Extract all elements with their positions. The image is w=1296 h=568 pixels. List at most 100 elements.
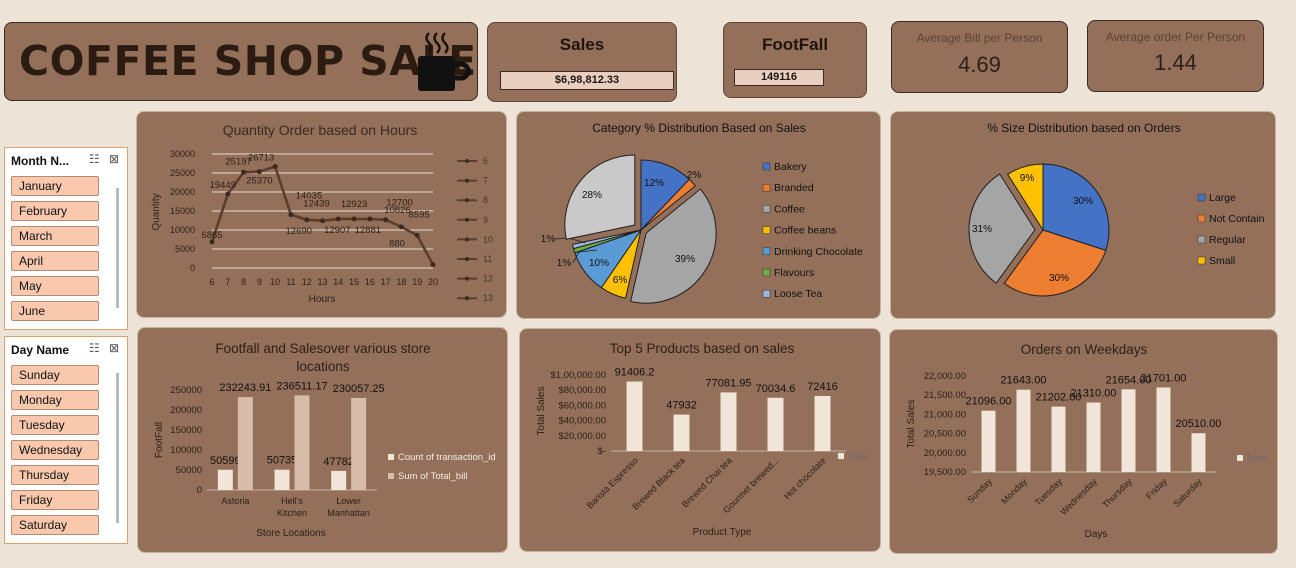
slicer-item-wednesday[interactable]: Wednesday: [11, 440, 99, 460]
x-tick-label: 20: [428, 277, 438, 287]
day-slicer-scrollbar[interactable]: [116, 373, 119, 523]
chart-title: Quantity Order based on Hours: [223, 122, 418, 138]
slicer-item-april[interactable]: April: [11, 251, 99, 271]
slicer-item-saturday[interactable]: Saturday: [11, 515, 99, 535]
slicer-item-may[interactable]: May: [11, 276, 99, 296]
y-axis-label: FootFall: [154, 422, 165, 458]
data-point: [272, 163, 278, 169]
slicer-item-march[interactable]: March: [11, 226, 99, 246]
footfall-value: 149116: [734, 69, 824, 86]
legend-swatch: [838, 453, 844, 459]
slicer-item-monday[interactable]: Monday: [11, 390, 99, 410]
legend-label: Branded: [774, 182, 814, 194]
legend-swatch: [1197, 235, 1206, 244]
data-label: 70034.6: [756, 383, 796, 395]
data-label: 21310.00: [1071, 387, 1117, 399]
legend-label: Bakery: [774, 161, 807, 173]
data-label: 25370: [246, 176, 272, 187]
data-label: 21643.00: [1001, 375, 1047, 387]
bar: [767, 397, 784, 451]
pie-slice-not-contain: [1003, 229, 1107, 297]
bar: [1156, 387, 1171, 472]
chart-title: Orders on Weekdays: [1021, 342, 1148, 357]
multi-select-icon[interactable]: ☷: [88, 341, 100, 355]
data-label: 72416: [807, 381, 838, 393]
x-axis-label: Days: [1085, 529, 1108, 540]
x-axis-label: Hours: [309, 294, 336, 305]
data-label: 14035: [296, 191, 322, 202]
avg-order-value: 1.44: [1154, 50, 1197, 75]
pie-slice-coffee: [630, 188, 717, 304]
slicer-item-january[interactable]: January: [11, 176, 99, 196]
y-tick-label: $60,000.00: [558, 400, 606, 411]
legend-label: 13: [483, 293, 493, 303]
clear-filter-icon[interactable]: ⊠: [108, 341, 119, 355]
y-tick-label: 20000: [170, 187, 195, 197]
x-tick-label: 13: [317, 277, 327, 287]
x-tick-label: 6: [209, 277, 214, 287]
slicer-item-june[interactable]: June: [11, 301, 99, 321]
x-tick-label: Hell's: [281, 496, 303, 506]
data-point: [209, 239, 215, 245]
slicer-item-tuesday[interactable]: Tuesday: [11, 415, 99, 435]
data-label: 230057.25: [333, 383, 385, 395]
slicer-item-thursday[interactable]: Thursday: [11, 465, 99, 485]
legend-label: Total: [847, 451, 867, 462]
legend-label: Drinking Chocolate: [774, 246, 863, 258]
weekdays-chart-card: Orders on Weekdays 19,500.00 20,000.00 20,5…: [889, 329, 1278, 554]
legend-marker: [465, 296, 469, 301]
legend-label: Small: [1209, 255, 1235, 267]
legend-label: Loose Tea: [774, 288, 822, 300]
legend-label: Large: [1209, 192, 1236, 204]
slice-label: 10%: [589, 258, 609, 269]
size-chart-card: % Size Distribution based on Orders 30% 30…: [890, 111, 1276, 319]
clear-filter-icon[interactable]: ⊠: [108, 152, 119, 166]
data-label: 77081.95: [706, 377, 752, 389]
x-tick-label: Kitchen: [277, 508, 307, 518]
y-tick-label: 0: [197, 485, 202, 496]
slicer-item-sunday[interactable]: Sunday: [11, 365, 99, 385]
title-card: COFFEE SHOP SALE: [4, 22, 478, 101]
y-axis-label: Total Sales: [536, 387, 547, 436]
y-tick-label: 15000: [170, 206, 195, 216]
slice-label: 31%: [972, 224, 992, 235]
legend-swatch: [762, 289, 771, 298]
slicer-item-friday[interactable]: Friday: [11, 490, 99, 510]
bar: [720, 392, 737, 451]
y-tick-label: 20,000.00: [924, 448, 966, 459]
month-slicer-scrollbar[interactable]: [116, 188, 119, 308]
legend-label: Flavours: [774, 267, 814, 279]
data-point: [256, 169, 262, 175]
stores-bar-chart: Footfall and Salesover various store loca…: [154, 341, 496, 539]
data-label: 47932: [666, 400, 697, 412]
multi-select-icon[interactable]: ☷: [88, 152, 100, 166]
data-point: [320, 218, 325, 224]
x-tick-label: 10: [270, 277, 280, 287]
y-axis-label: Total Sales: [906, 400, 917, 449]
chart-title: % Size Distribution based on Orders: [987, 121, 1180, 135]
legend-swatch: [762, 205, 771, 213]
data-label: 25197: [225, 156, 251, 167]
y-tick-label: 20,500.00: [924, 429, 966, 440]
x-tick-label: 12: [302, 277, 312, 287]
x-tick-label: Manhattan: [327, 508, 370, 518]
data-label: 21701.00: [1141, 372, 1187, 384]
legend-label: 10: [483, 234, 493, 244]
legend-label: 11: [483, 254, 492, 264]
x-tick-label: 7: [225, 277, 230, 287]
slicer-toolbar: ☷ ⊠: [89, 152, 119, 166]
bar: [331, 470, 347, 490]
slice-label: 2%: [687, 170, 702, 181]
bar: [351, 397, 367, 490]
sales-label: Sales: [559, 35, 605, 54]
slice-label: 1%: [557, 258, 572, 269]
data-label: 12690: [286, 226, 312, 237]
x-tick-label: 18: [396, 277, 406, 287]
y-tick-label: $20,000.00: [558, 431, 606, 442]
slicer-item-february[interactable]: February: [11, 201, 99, 221]
data-label: 12700: [386, 198, 412, 209]
day-slicer-header: Day Name: [11, 343, 70, 357]
legend-marker: [465, 159, 469, 163]
avg-bill-label: Average Bill per Person: [916, 31, 1043, 45]
bar: [274, 469, 290, 490]
